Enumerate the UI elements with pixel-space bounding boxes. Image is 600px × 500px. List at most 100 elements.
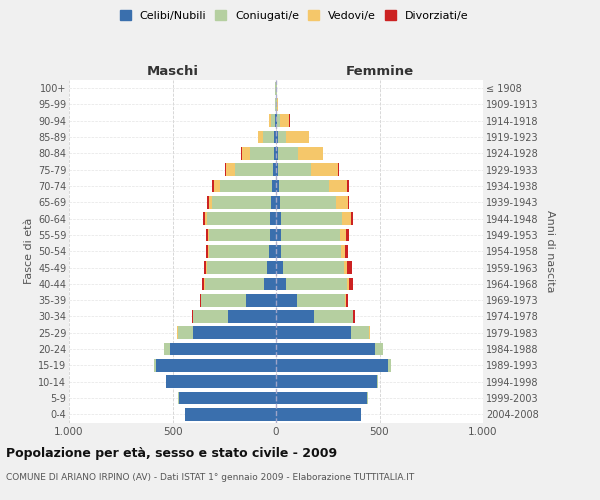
Bar <box>177 326 178 339</box>
Bar <box>350 212 353 225</box>
Bar <box>286 278 347 290</box>
Bar <box>206 228 208 241</box>
Bar <box>270 212 276 225</box>
Bar <box>276 342 376 355</box>
Bar <box>281 228 340 241</box>
Bar <box>276 326 350 339</box>
Bar <box>209 228 270 241</box>
Bar <box>340 228 346 241</box>
Bar <box>277 98 278 111</box>
Bar <box>274 147 276 160</box>
Bar <box>205 212 206 225</box>
Text: COMUNE DI ARIANO IRPINO (AV) - Dati ISTAT 1° gennaio 2009 - Elaborazione TUTTITA: COMUNE DI ARIANO IRPINO (AV) - Dati ISTA… <box>6 472 414 482</box>
Bar <box>154 359 156 372</box>
Bar <box>274 130 276 143</box>
Bar <box>271 196 276 208</box>
Bar <box>192 310 193 323</box>
Bar <box>276 310 314 323</box>
Bar <box>286 130 309 143</box>
Bar <box>202 278 205 290</box>
Bar <box>226 164 235 176</box>
Bar <box>212 196 271 208</box>
Bar <box>269 114 271 127</box>
Bar <box>263 130 274 143</box>
Bar <box>278 164 311 176</box>
Bar <box>346 294 349 306</box>
Bar <box>376 342 383 355</box>
Bar <box>276 294 296 306</box>
Text: Popolazione per età, sesso e stato civile - 2009: Popolazione per età, sesso e stato civil… <box>6 448 337 460</box>
Bar <box>350 326 369 339</box>
Bar <box>347 278 349 290</box>
Bar <box>205 278 263 290</box>
Bar <box>275 114 276 127</box>
Bar <box>235 164 273 176</box>
Bar <box>344 261 347 274</box>
Bar <box>206 261 266 274</box>
Bar <box>276 392 367 404</box>
Bar <box>281 245 341 258</box>
Text: Femmine: Femmine <box>346 64 413 78</box>
Bar <box>346 245 349 258</box>
Bar <box>208 228 209 241</box>
Bar <box>281 212 342 225</box>
Bar <box>276 359 388 372</box>
Bar <box>229 310 276 323</box>
Bar <box>342 212 350 225</box>
Bar <box>341 245 346 258</box>
Bar <box>276 130 278 143</box>
Bar <box>193 326 276 339</box>
Bar <box>273 164 276 176</box>
Bar <box>278 147 298 160</box>
Bar <box>203 212 205 225</box>
Bar <box>347 180 349 192</box>
Bar <box>279 180 329 192</box>
Bar <box>193 310 229 323</box>
Bar <box>272 180 276 192</box>
Bar <box>156 359 276 372</box>
Bar <box>266 261 276 274</box>
Bar <box>276 196 280 208</box>
Bar <box>276 245 281 258</box>
Legend: Celibi/Nubili, Coniugati/e, Vedovi/e, Divorziati/e: Celibi/Nubili, Coniugati/e, Vedovi/e, Di… <box>118 8 470 23</box>
Bar <box>276 408 361 420</box>
Bar <box>170 342 276 355</box>
Bar <box>242 147 250 160</box>
Bar <box>276 212 281 225</box>
Bar <box>208 245 209 258</box>
Bar <box>377 376 379 388</box>
Bar <box>207 196 209 208</box>
Bar <box>353 310 355 323</box>
Bar <box>329 180 347 192</box>
Bar <box>388 359 391 372</box>
Bar <box>367 392 368 404</box>
Bar <box>276 278 286 290</box>
Y-axis label: Fasce di età: Fasce di età <box>23 218 34 284</box>
Bar <box>346 228 349 241</box>
Bar <box>206 245 208 258</box>
Bar <box>349 278 353 290</box>
Bar <box>271 114 275 127</box>
Bar <box>276 376 377 388</box>
Bar <box>280 196 336 208</box>
Bar <box>278 130 286 143</box>
Bar <box>276 164 278 176</box>
Bar <box>336 196 349 208</box>
Bar <box>280 114 289 127</box>
Bar <box>204 261 206 274</box>
Bar <box>164 342 170 355</box>
Bar <box>209 245 269 258</box>
Bar <box>311 164 338 176</box>
Bar <box>270 228 276 241</box>
Bar <box>202 294 246 306</box>
Bar <box>314 310 353 323</box>
Bar <box>296 294 346 306</box>
Bar <box>246 294 276 306</box>
Bar <box>276 180 279 192</box>
Bar <box>250 147 274 160</box>
Bar <box>283 261 344 274</box>
Bar <box>347 261 352 274</box>
Bar <box>298 147 323 160</box>
Bar <box>338 164 339 176</box>
Bar <box>276 228 281 241</box>
